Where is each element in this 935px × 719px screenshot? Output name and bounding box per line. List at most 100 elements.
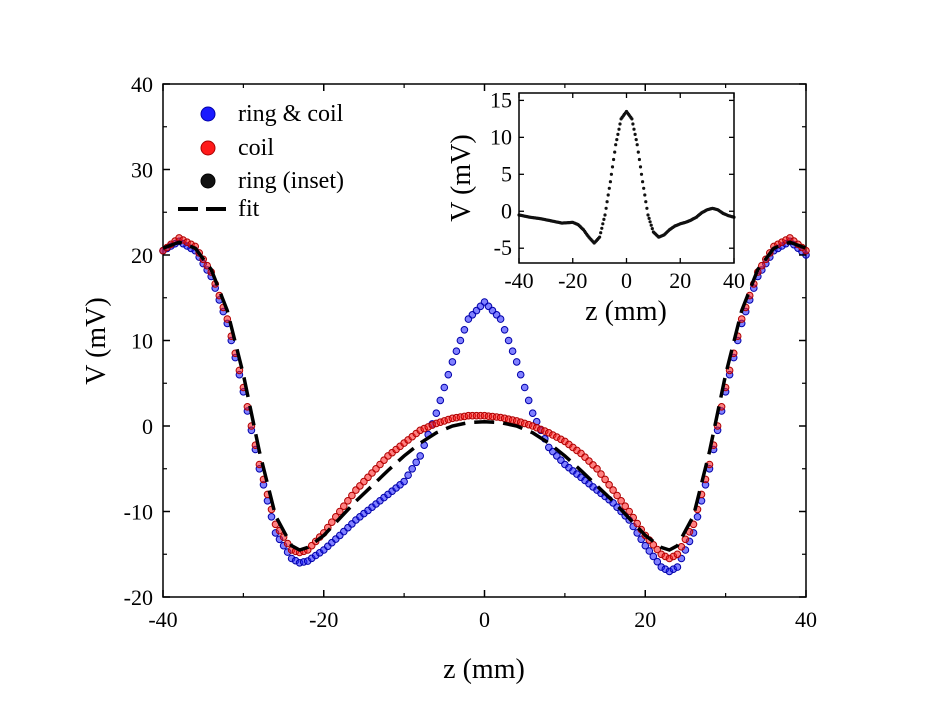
- data-point: [516, 370, 525, 379]
- data-point: [500, 326, 509, 334]
- data-point: [336, 507, 344, 516]
- inset-data-point: [634, 138, 638, 142]
- data-point: [649, 552, 658, 561]
- inset-y-tick-label: 15: [490, 87, 512, 112]
- data-point: [512, 358, 521, 366]
- data-point: [601, 475, 609, 484]
- data-point: [348, 491, 356, 500]
- inset-background: [519, 93, 734, 263]
- inset-axis-ticks: -40 -20 0 20 40 -5 0 5 10 15: [490, 87, 745, 293]
- legend-label-ring-inset: ring (inset): [238, 168, 344, 194]
- main-x-tick-label: 0: [479, 607, 490, 632]
- inset-data-point: [598, 235, 602, 239]
- inset-data-point: [632, 127, 636, 131]
- inset-y-tick-label: 10: [490, 124, 512, 149]
- legend-marker-coil: [200, 140, 216, 156]
- main-x-tick-label: 20: [634, 607, 656, 632]
- data-point: [605, 481, 613, 489]
- data-point: [520, 383, 529, 392]
- inset-data-point: [637, 157, 642, 162]
- inset-data-point: [616, 132, 620, 136]
- data-point: [452, 347, 461, 356]
- inset-data-point: [615, 138, 619, 142]
- data-point: [508, 347, 517, 356]
- inset-data-point: [631, 122, 635, 126]
- data-point: [593, 465, 601, 473]
- inset-data-point: [618, 122, 622, 126]
- data-point: [416, 452, 425, 460]
- inset-data-point: [602, 217, 606, 221]
- inset-data-point: [600, 226, 604, 230]
- data-point: [344, 497, 352, 505]
- data-point: [621, 502, 630, 511]
- data-point: [673, 550, 682, 559]
- data-point: [597, 470, 605, 478]
- inset-series-ring: [517, 109, 736, 245]
- series-fit-line: [162, 240, 807, 552]
- data-point: [408, 465, 417, 473]
- inset-data-point: [617, 127, 621, 131]
- inset-data-point: [647, 216, 651, 220]
- inset-x-tick-label: -20: [558, 268, 587, 293]
- inset-y-tick-label: 0: [501, 198, 512, 223]
- main-y-tick-label: 40: [131, 72, 153, 97]
- main-y-tick-label: -20: [124, 585, 153, 610]
- data-point: [444, 370, 453, 379]
- inset-x-tick-label: 0: [621, 268, 632, 293]
- data-point: [267, 513, 276, 521]
- inset-data-point: [607, 186, 611, 190]
- data-point: [340, 502, 348, 511]
- inset-y-tick-label: 5: [501, 161, 512, 186]
- data-point: [625, 507, 634, 516]
- inset-data-point: [643, 193, 647, 197]
- legend-label-fit: fit: [238, 196, 260, 222]
- data-point: [681, 535, 690, 544]
- data-point: [653, 545, 662, 554]
- inset-data-point: [609, 172, 614, 176]
- data-point: [524, 396, 533, 405]
- inset-data-point: [599, 231, 603, 235]
- data-point: [673, 563, 682, 571]
- data-point: [400, 477, 408, 486]
- data-point: [223, 315, 232, 323]
- data-point: [404, 471, 412, 480]
- data-point: [440, 383, 449, 392]
- main-x-axis-label: z (mm): [443, 654, 525, 685]
- inset-y-axis-label: V (mV): [446, 134, 477, 221]
- inset-data-point: [644, 200, 648, 204]
- data-point: [283, 539, 292, 548]
- inset-x-tick-label: 40: [723, 268, 745, 293]
- data-point: [456, 336, 465, 345]
- data-point: [645, 547, 654, 555]
- legend-label-ring-and-coil: ring & coil: [238, 101, 344, 127]
- data-point: [496, 315, 505, 323]
- data-point: [617, 497, 625, 505]
- data-point: [436, 396, 445, 405]
- inset-data-point: [608, 180, 613, 184]
- data-point: [528, 409, 537, 418]
- main-y-tick-label: 20: [131, 243, 153, 268]
- inset-data-point: [603, 213, 607, 217]
- main-series-group: [159, 234, 810, 576]
- inset-data-point: [630, 117, 634, 121]
- data-point: [432, 409, 441, 418]
- data-point: [328, 518, 336, 527]
- inset-y-tick-label: -5: [494, 235, 512, 260]
- inset-data-point: [612, 157, 616, 162]
- data-point: [613, 491, 621, 500]
- legend-marker-ring-and-coil: [200, 106, 216, 122]
- data-point: [758, 261, 766, 270]
- inset-data-point: [635, 143, 639, 147]
- data-point: [677, 543, 686, 551]
- inset-data-point: [636, 150, 640, 154]
- main-y-tick-label: -10: [124, 500, 153, 525]
- data-point: [693, 513, 702, 521]
- inset-data-point: [648, 220, 652, 224]
- main-x-tick-label: 40: [795, 607, 817, 632]
- inset-data-point: [605, 200, 609, 204]
- main-y-tick-label: 30: [131, 158, 153, 183]
- inset-data-point: [614, 143, 618, 147]
- inset-data-point: [606, 193, 610, 197]
